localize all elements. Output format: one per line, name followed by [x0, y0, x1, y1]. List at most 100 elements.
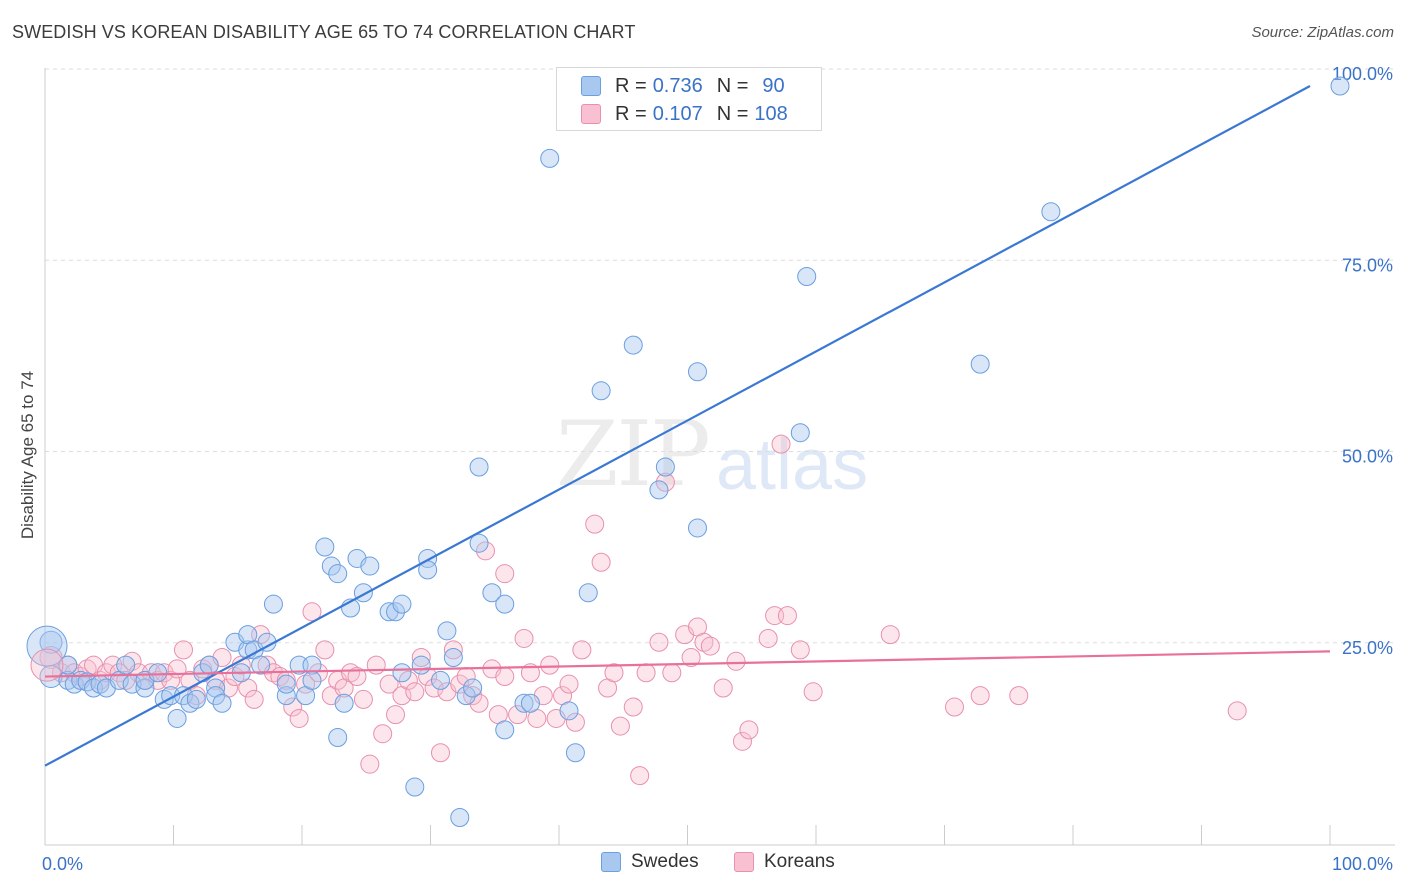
source-label: Source: ZipAtlas.com [1251, 24, 1394, 41]
point-swedes [167, 708, 187, 728]
point-koreans [347, 667, 367, 687]
point-koreans [681, 648, 701, 667]
point-koreans [244, 689, 264, 709]
point-swedes [540, 148, 560, 168]
y-tick-label: 75.0% [1342, 255, 1393, 275]
bottom-legend-swedes: Swedes [601, 851, 699, 873]
point-swedes [450, 808, 470, 828]
point-koreans [758, 628, 778, 648]
point-swedes [251, 655, 271, 675]
point-koreans [636, 663, 656, 683]
legend-r-label: R = [615, 74, 647, 97]
point-koreans [411, 648, 431, 667]
point-swedes [58, 655, 78, 675]
point-swedes [443, 648, 463, 667]
legend-r-value: 0.736 [652, 74, 703, 97]
point-koreans [1227, 701, 1247, 721]
point-swedes [321, 556, 341, 576]
bottom-legend-label-koreans: Koreans [764, 851, 835, 872]
point-koreans [726, 651, 746, 671]
point-swedes [495, 594, 515, 614]
point-koreans [610, 716, 630, 736]
point-koreans [604, 663, 624, 683]
point-swedes [116, 655, 136, 675]
point-swedes [135, 678, 155, 698]
point-swedes [392, 594, 412, 614]
y-tick-label: 100.0% [1332, 64, 1393, 84]
point-koreans [572, 640, 592, 660]
legend-swatch-swedes [581, 76, 601, 96]
point-koreans [559, 674, 579, 694]
point-koreans [777, 606, 797, 626]
point-koreans [655, 472, 675, 492]
point-koreans [565, 712, 585, 732]
point-koreans [360, 754, 380, 774]
point-koreans [739, 720, 759, 740]
point-swedes [302, 670, 322, 690]
point-koreans [353, 689, 373, 709]
point-koreans [109, 663, 129, 683]
point-koreans [366, 655, 386, 675]
point-koreans [443, 640, 463, 660]
point-swedes [456, 686, 476, 706]
point-swedes [970, 354, 990, 374]
trendline-koreans [44, 650, 1331, 678]
point-swedes [206, 686, 226, 706]
point-swedes [482, 583, 502, 603]
point-swedes [688, 362, 707, 382]
point-swedes [386, 602, 406, 622]
point-swedes [1041, 202, 1061, 222]
point-swedes [559, 701, 579, 721]
chart-title: SWEDISH VS KOREAN DISABILITY AGE 65 TO 7… [12, 22, 636, 42]
point-swedes [212, 693, 232, 713]
point-koreans [623, 697, 643, 717]
bottom-legend-koreans: Koreans [734, 851, 835, 873]
point-koreans [514, 628, 534, 648]
point-swedes [276, 674, 296, 694]
point-swedes [797, 267, 817, 286]
point-swedes [186, 689, 206, 709]
legend-n-value: 90 [762, 74, 785, 97]
point-swedes [328, 564, 348, 584]
point-koreans [970, 686, 990, 706]
point-swedes [520, 693, 540, 713]
legend-n-label: N = [716, 74, 749, 97]
point-koreans [30, 648, 64, 682]
point-swedes [263, 594, 283, 614]
point-swedes [469, 457, 489, 477]
bottom-legend-swatch-swedes [601, 852, 621, 872]
point-swedes [1330, 76, 1350, 96]
point-swedes [469, 533, 489, 553]
correlation-legend: R = 0.736 N = 90 R = 0.107 N = 108 [556, 67, 822, 131]
point-swedes [411, 655, 431, 675]
point-koreans [475, 541, 495, 561]
point-koreans [302, 602, 322, 622]
watermark-zip: ZIP [556, 402, 711, 507]
point-swedes [276, 686, 296, 706]
point-koreans [713, 678, 733, 698]
point-koreans [174, 640, 193, 660]
point-koreans [771, 434, 791, 454]
legend-swatch-koreans [581, 104, 601, 124]
point-swedes [334, 693, 354, 713]
point-koreans [257, 655, 277, 675]
point-koreans [424, 678, 444, 698]
bottom-legend-swatch-koreans [734, 852, 754, 872]
legend-n-label: N = [716, 102, 749, 125]
point-koreans [1009, 686, 1029, 706]
point-koreans [591, 552, 611, 572]
point-swedes [578, 583, 598, 603]
point-swedes [360, 556, 380, 576]
point-koreans [450, 674, 470, 694]
point-koreans [585, 514, 605, 534]
point-koreans [630, 766, 650, 786]
point-swedes [591, 381, 611, 401]
legend-row-swedes: R = 0.736 N = 90 [581, 73, 785, 99]
bottom-legend-label-swedes: Swedes [631, 851, 699, 872]
legend-n-value: 108 [754, 102, 788, 125]
point-swedes [655, 457, 675, 477]
point-koreans [463, 686, 483, 706]
point-koreans [508, 705, 528, 725]
point-swedes [26, 625, 68, 667]
